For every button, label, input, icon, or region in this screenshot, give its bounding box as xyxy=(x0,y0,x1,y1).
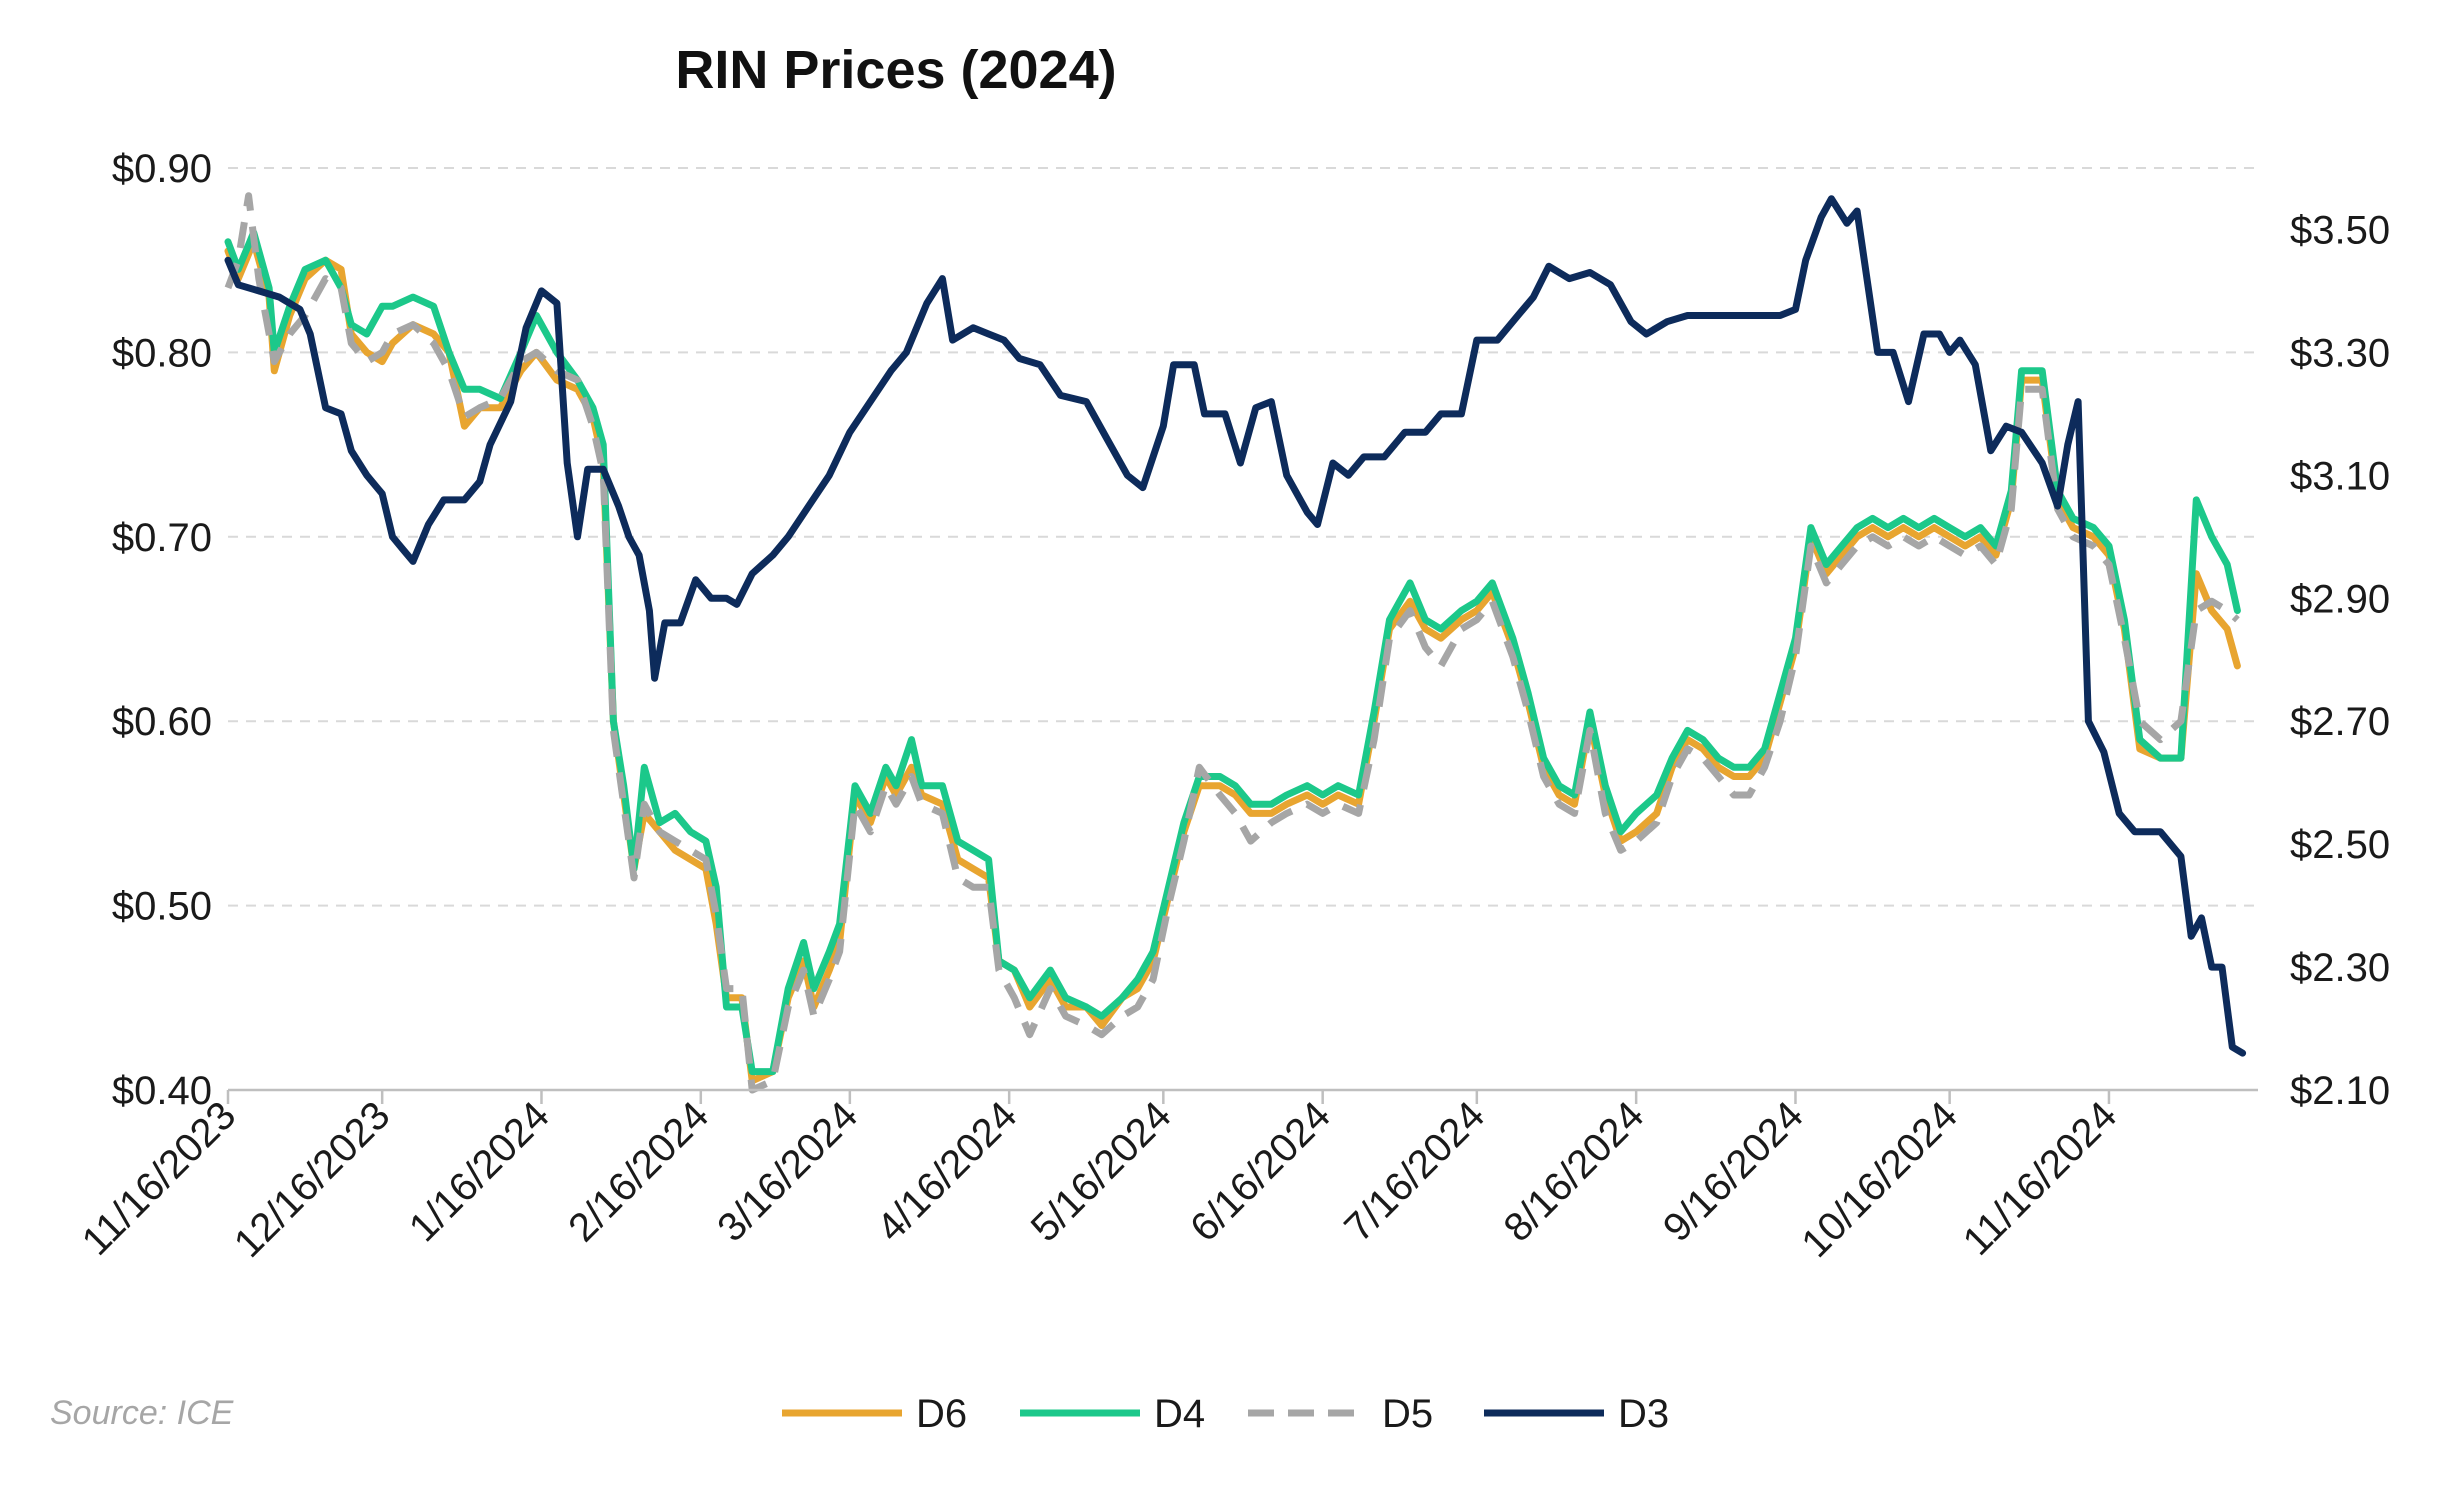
y-axis-right: $2.10 $2.30 $2.50 $2.70 $2.90 $3.10 $3.30 $3.50 xyxy=(2290,208,2390,1113)
x-tick-label: 1/16/2024 xyxy=(401,1093,558,1250)
y-left-tick-label: $0.60 xyxy=(112,700,212,744)
x-tick-label: 3/16/2024 xyxy=(709,1093,866,1250)
x-tick-label: 6/16/2024 xyxy=(1182,1093,1339,1250)
y-left-tick-label: $0.80 xyxy=(112,331,212,375)
x-tick-label: 8/16/2024 xyxy=(1496,1093,1653,1250)
x-tick-label: 5/16/2024 xyxy=(1023,1093,1180,1250)
y-right-tick-label: $2.90 xyxy=(2290,577,2390,621)
legend: D6 D4 D5 D3 xyxy=(782,1392,1669,1436)
x-tick-label: 11/16/2024 xyxy=(1955,1093,2126,1264)
chart-title: RIN Prices (2024) xyxy=(675,40,1116,100)
x-tick-label: 10/16/2024 xyxy=(1793,1093,1966,1266)
series-line-d6 xyxy=(224,238,2241,1085)
x-tick-label: 12/16/2023 xyxy=(226,1093,399,1266)
x-tick-label: 7/16/2024 xyxy=(1336,1093,1493,1250)
y-right-tick-label: $2.30 xyxy=(2290,946,2390,990)
y-left-tick-label: $0.90 xyxy=(112,147,212,191)
x-tick-label: 11/16/2023 xyxy=(74,1093,245,1264)
source-note: Source: ICE xyxy=(50,1394,234,1432)
y-left-tick-label: $0.50 xyxy=(112,885,212,929)
y-right-tick-label: $3.10 xyxy=(2290,454,2390,498)
x-tick-label: 2/16/2024 xyxy=(560,1093,717,1250)
x-tick-label: 9/16/2024 xyxy=(1655,1093,1812,1250)
legend-label-d6: D6 xyxy=(916,1392,967,1436)
series-lines xyxy=(224,192,2247,1094)
grid-lines xyxy=(228,167,2258,907)
y-right-tick-label: $3.30 xyxy=(2290,331,2390,375)
x-tick-label: 4/16/2024 xyxy=(869,1093,1026,1250)
y-left-tick-label: $0.40 xyxy=(112,1069,212,1113)
y-right-tick-label: $3.50 xyxy=(2290,208,2390,252)
y-right-tick-label: $2.50 xyxy=(2290,823,2390,867)
y-right-tick-label: $2.10 xyxy=(2290,1069,2390,1113)
legend-label-d4: D4 xyxy=(1154,1392,1205,1436)
series-line-d5 xyxy=(224,192,2240,1094)
y-left-tick-label: $0.70 xyxy=(112,516,212,560)
y-right-tick-label: $2.70 xyxy=(2290,700,2390,744)
series-line-d3 xyxy=(224,195,2247,1057)
y-axis-left: $0.40 $0.50 $0.60 $0.70 $0.80 $0.90 xyxy=(112,147,212,1113)
legend-label-d3: D3 xyxy=(1618,1392,1669,1436)
legend-label-d5: D5 xyxy=(1382,1392,1433,1436)
